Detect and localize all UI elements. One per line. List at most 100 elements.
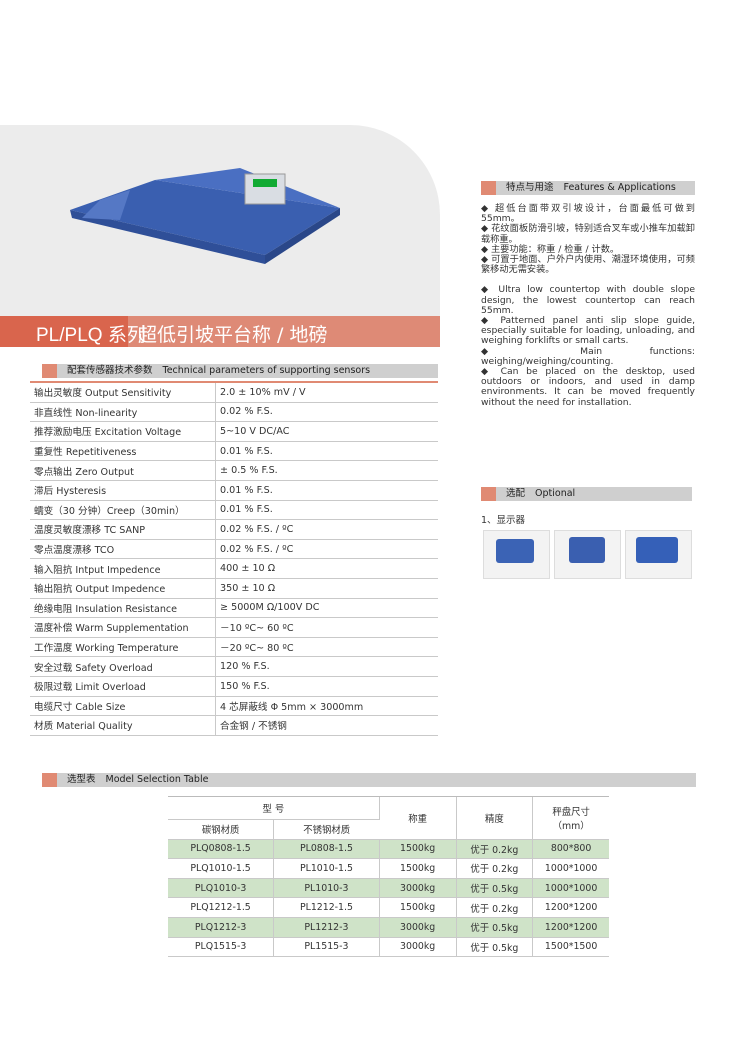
model-cell: PLQ1212-1.5: [168, 897, 275, 918]
model-cell: 3000kg: [379, 917, 457, 938]
spec-value: 150 % F.S.: [215, 676, 438, 697]
spec-row: 推荐激励电压 Excitation Voltage 5~10 V DC/AC: [30, 421, 438, 442]
spec-label: 零点输出 Zero Output: [30, 460, 216, 481]
feature-item: ◆ Main functions: weighing/weighing/coun…: [481, 345, 695, 367]
features-list: ◆ 超低台面带双引坡设计，台面最低可做到 55mm。 ◆ 花纹面板防滑引坡，特别适…: [481, 203, 695, 408]
model-selection-table: 型 号 称重 精度 秤盘尺寸 （mm） 碳钢材质 不锈钢材质 PLQ0808-1.…: [168, 797, 609, 958]
spec-row: 温度补偿 Warm Supplementation －10 ºC~ 60 ºC: [30, 617, 438, 638]
model-cell: PLQ1010-1.5: [168, 858, 275, 879]
model-cell: PLQ1212-3: [168, 917, 275, 938]
model-cell: PL1515-3: [273, 937, 380, 958]
spec-value: 5~10 V DC/AC: [215, 421, 438, 442]
header-accuracy: 精度: [456, 797, 534, 840]
spec-label: 安全过载 Safety Overload: [30, 656, 216, 677]
model-cell: 优于 0.2kg: [456, 897, 534, 918]
model-cell: PL1212-1.5: [273, 897, 380, 918]
spec-label: 推荐激励电压 Excitation Voltage: [30, 421, 216, 442]
spec-label: 蠕变（30 分钟）Creep（30min）: [30, 500, 216, 521]
indicator-image-3: [625, 530, 692, 579]
header-model: 型 号: [168, 797, 380, 820]
model-cell: 优于 0.2kg: [456, 839, 534, 860]
model-cell: 3000kg: [379, 937, 457, 958]
model-cell: 3000kg: [379, 878, 457, 899]
spec-row: 蠕变（30 分钟）Creep（30min） 0.01 % F.S.: [30, 500, 438, 521]
spec-value: 0.02 % F.S.: [215, 402, 438, 423]
spec-row: 温度灵敏度漂移 TC SANP 0.02 % F.S. / ºC: [30, 519, 438, 540]
spec-row: 输出阻抗 Output Impedence 350 ± 10 Ω: [30, 578, 438, 599]
feature-item: ◆ 主要功能：称重 / 检重 / 计数。: [481, 243, 620, 255]
spec-table: 输出灵敏度 Output Sensitivity 2.0 ± 10% mV / V…: [30, 383, 438, 736]
model-cell: 800*800: [532, 839, 609, 860]
features-header-en: Features & Applications: [563, 182, 676, 193]
feature-item: ◆ 花纹面板防滑引坡，特别适合叉车或小推车加载卸载称重。: [481, 223, 695, 245]
header-stainless: 不锈钢材质: [273, 819, 380, 840]
header-capacity: 称重: [379, 797, 457, 840]
spec-label: 输出灵敏度 Output Sensitivity: [30, 383, 216, 403]
model-cell: PL1212-3: [273, 917, 380, 938]
spec-value: 4 芯屏蔽线 Φ 5mm × 3000mm: [215, 696, 438, 717]
model-cell: 1000*1000: [532, 858, 609, 879]
spec-value: －20 ºC~ 80 ºC: [215, 637, 438, 658]
model-cell: 1200*1200: [532, 897, 609, 918]
spec-row: 重复性 Repetitiveness 0.01 % F.S.: [30, 441, 438, 462]
spec-label: 极限过载 Limit Overload: [30, 676, 216, 697]
spec-label: 非直线性 Non-linearity: [30, 402, 216, 423]
spec-label: 重复性 Repetitiveness: [30, 441, 216, 462]
optional-item-label: 1、显示器: [481, 515, 526, 526]
features-section-header: 特点与用途 Features & Applications: [481, 181, 695, 195]
spec-label: 输入阻抗 Intput Impedence: [30, 558, 216, 579]
model-row: PLQ1515-3 PL1515-3 3000kg 优于 0.5kg 1500*1500: [168, 937, 609, 958]
spec-value: 0.02 % F.S. / ºC: [215, 539, 438, 560]
feature-item: ◆ Can be placed on the desktop, used out…: [481, 366, 695, 408]
product-title: 超低引坡平台称 / 地磅: [138, 324, 328, 346]
model-row: PLQ1010-1.5 PL1010-1.5 1500kg 优于 0.2kg 1000*…: [168, 858, 609, 879]
spec-value: 0.01 % F.S.: [215, 500, 438, 521]
spec-row: 零点温度漂移 TCO 0.02 % F.S. / ºC: [30, 539, 438, 560]
model-cell: 1000*1000: [532, 878, 609, 899]
model-cell: PLQ1010-3: [168, 878, 275, 899]
feature-item: ◆ 可置于地面、户外户内使用、潮湿环境使用，可频繁移动无需安装。: [481, 254, 695, 276]
model-cell: 1500kg: [379, 897, 457, 918]
spec-table-top-line: [30, 381, 438, 383]
model-cell: PLQ0808-1.5: [168, 839, 275, 860]
spec-value: 120 % F.S.: [215, 656, 438, 677]
spec-value: ≥ 5000M Ω/100V DC: [215, 598, 438, 619]
header-carbon: 碳钢材质: [168, 819, 275, 840]
spec-section-header: 配套传感器技术参数 Technical parameters of support…: [42, 364, 438, 378]
optional-header-en: Optional: [535, 488, 576, 499]
spec-row: 零点输出 Zero Output ± 0.5 % F.S.: [30, 460, 438, 481]
spec-row: 滞后 Hysteresis 0.01 % F.S.: [30, 480, 438, 501]
spec-header-cn: 配套传感器技术参数: [67, 365, 153, 376]
model-cell: PL1010-1.5: [273, 858, 380, 879]
spec-label: 温度灵敏度漂移 TC SANP: [30, 519, 216, 540]
model-row: PLQ1212-3 PL1212-3 3000kg 优于 0.5kg 1200*1200: [168, 917, 609, 938]
series-name: PL/PLQ 系列: [36, 325, 146, 346]
model-cell: 优于 0.5kg: [456, 917, 534, 938]
spec-value: ± 0.5 % F.S.: [215, 460, 438, 481]
header-size: 秤盘尺寸 （mm）: [532, 797, 609, 840]
spec-header-en: Technical parameters of supporting senso…: [162, 365, 371, 376]
spec-row: 非直线性 Non-linearity 0.02 % F.S.: [30, 402, 438, 423]
spec-label: 材质 Material Quality: [30, 715, 216, 736]
feature-item: ◆ 超低台面带双引坡设计，台面最低可做到 55mm。: [481, 203, 695, 225]
model-cell: PLQ1515-3: [168, 937, 275, 958]
spec-label: 输出阻抗 Output Impedence: [30, 578, 216, 599]
spec-value: 0.02 % F.S. / ºC: [215, 519, 438, 540]
model-cell: 优于 0.2kg: [456, 858, 534, 879]
spec-value: 400 ± 10 Ω: [215, 558, 438, 579]
optional-header-cn: 选配: [506, 488, 526, 499]
model-header-en: Model Selection Table: [105, 774, 209, 785]
indicator-image-2: [554, 530, 621, 579]
model-cell: PL1010-3: [273, 878, 380, 899]
spec-row: 极限过载 Limit Overload 150 % F.S.: [30, 676, 438, 697]
spec-label: 零点温度漂移 TCO: [30, 539, 216, 560]
spec-value: －10 ºC~ 60 ºC: [215, 617, 438, 638]
model-cell: PL0808-1.5: [273, 839, 380, 860]
features-header-cn: 特点与用途: [506, 182, 554, 193]
platform-scale-image: [70, 168, 340, 264]
spec-label: 工作温度 Working Temperature: [30, 637, 216, 658]
spec-label: 滞后 Hysteresis: [30, 480, 216, 501]
spec-value: 0.01 % F.S.: [215, 480, 438, 501]
spec-row: 安全过载 Safety Overload 120 % F.S.: [30, 656, 438, 677]
